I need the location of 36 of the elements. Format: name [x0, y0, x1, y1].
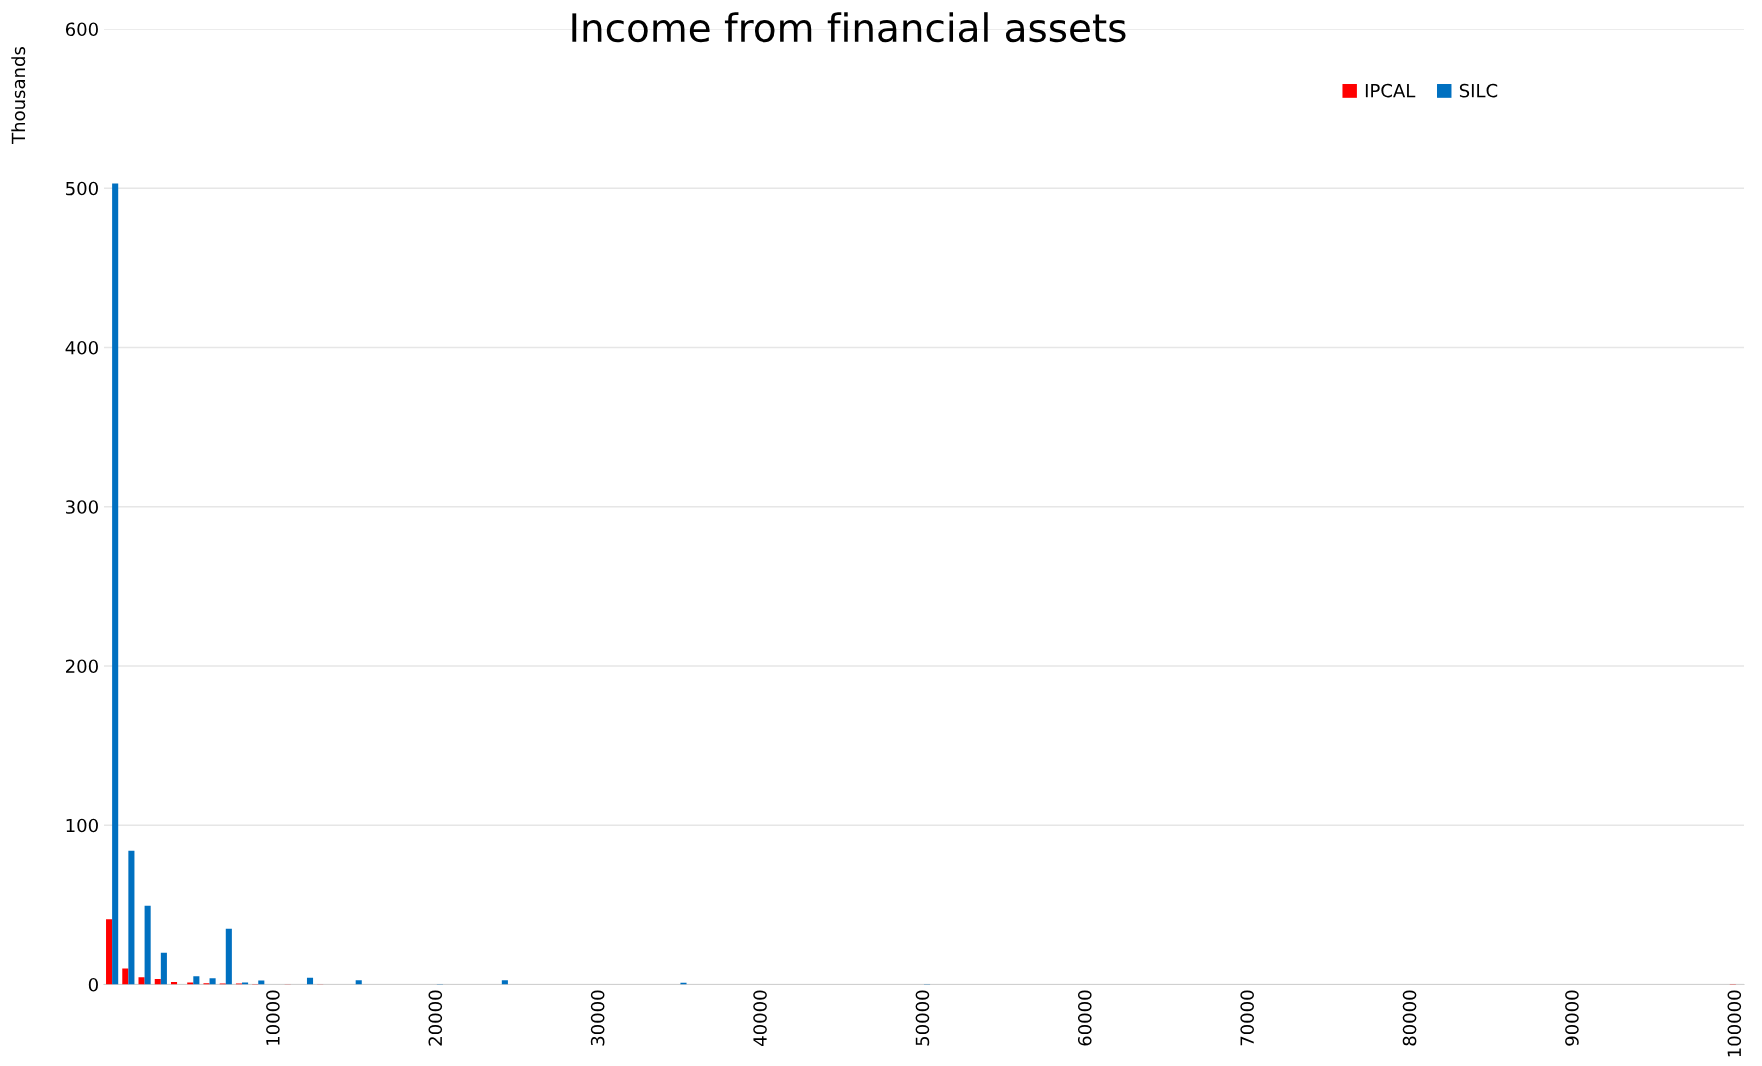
bar [128, 850, 135, 985]
x-tick-label: 100000 [1727, 990, 1742, 1057]
x-tick-label: 40000 [753, 990, 767, 1046]
y-tick-label: 0 [88, 977, 98, 992]
bar [154, 979, 161, 985]
chart-title: Income from financial assets [572, 12, 1126, 43]
y-axis-title: Thousands [11, 47, 26, 144]
y-tick-label: 300 [66, 500, 98, 514]
x-tick-label: 50000 [915, 990, 930, 1046]
bar [160, 952, 167, 985]
bar [112, 183, 119, 985]
x-tick-label: 20000 [428, 990, 443, 1046]
bar [501, 980, 508, 985]
x-tick-label: 30000 [590, 990, 605, 1046]
y-tick-label: 600 [65, 22, 98, 37]
y-tick-label: 500 [66, 181, 98, 196]
y-tick-label: 400 [65, 340, 98, 355]
bar [122, 968, 129, 985]
bar [242, 982, 249, 985]
legend-label: SILC [1459, 83, 1498, 98]
x-tick-label: 10000 [266, 990, 280, 1045]
y-tick-label: 200 [66, 659, 98, 674]
x-tick-label: 80000 [1402, 990, 1417, 1046]
y-tick-label: 100 [66, 818, 98, 833]
x-tick-label: 70000 [1240, 990, 1254, 1046]
bar [209, 978, 216, 985]
bar [144, 905, 151, 985]
bar [193, 976, 200, 985]
bar [187, 982, 194, 985]
x-tick-label: 60000 [1077, 990, 1092, 1046]
legend-label: IPCAL [1365, 83, 1416, 98]
bar [138, 977, 145, 985]
bar [225, 928, 232, 985]
x-tick-label: 90000 [1565, 990, 1579, 1046]
bar [106, 919, 113, 985]
bar [355, 980, 362, 985]
